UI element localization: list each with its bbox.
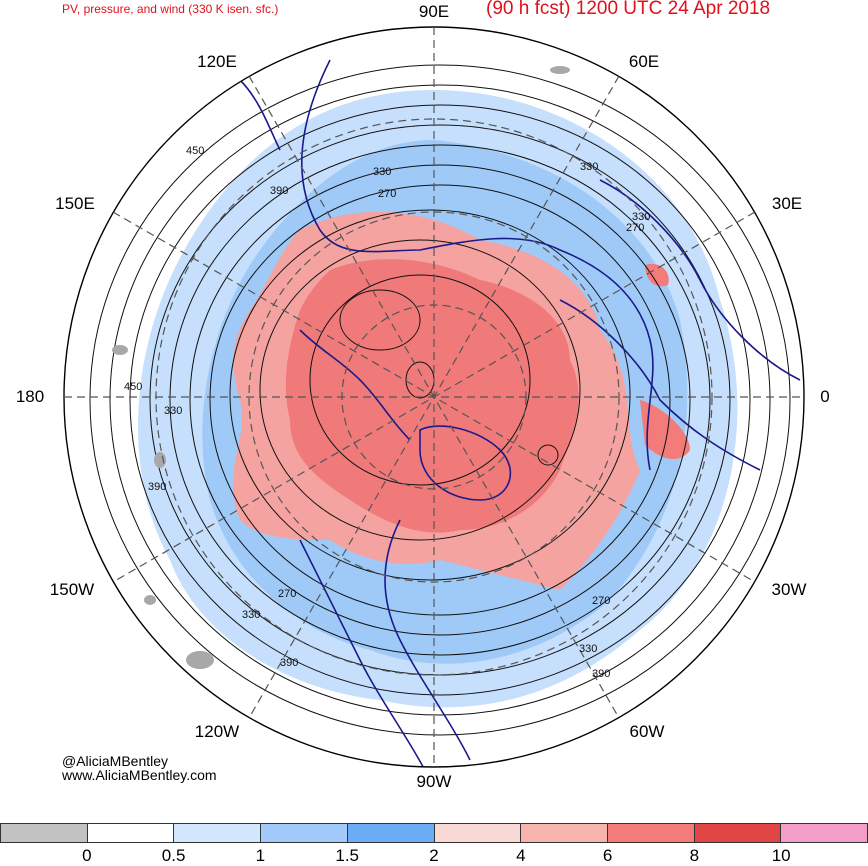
- lon-label-90w: 90W: [416, 772, 452, 791]
- contour-label: 330: [579, 643, 597, 655]
- credit-site: www.AliciaMBentley.com: [62, 767, 217, 783]
- pv-gray-patches: [112, 66, 570, 669]
- contour-label: 330: [164, 405, 182, 417]
- colorbar-tick-label: 1: [255, 846, 266, 865]
- colorbar-tick-label: 6: [602, 846, 613, 865]
- colorbar-segment: [520, 823, 608, 843]
- colorbar-tick-label: 8: [689, 846, 700, 865]
- contour-label: 270: [378, 188, 396, 200]
- contour-labels: 450 330 270 390 330 450 330 390 270 330 …: [124, 145, 650, 680]
- polar-map: 450 330 270 390 330 450 330 390 270 330 …: [63, 26, 805, 768]
- contour-label: 390: [148, 481, 166, 493]
- credit-handle: @AliciaMBentley: [62, 753, 169, 769]
- colorbar-segment: [260, 823, 348, 843]
- chart-title-left: PV, pressure, and wind (330 K isen. sfc.…: [62, 2, 279, 16]
- colorbar-tick-label: 0: [82, 846, 92, 865]
- lon-label-0: 0: [820, 387, 830, 406]
- contour-label: 450: [124, 381, 142, 393]
- contour-label: 450: [186, 145, 204, 157]
- lon-label-120w: 120W: [194, 722, 240, 741]
- colorbar-segment: [173, 823, 262, 843]
- lon-label-60e: 60E: [628, 52, 660, 71]
- colorbar-segment: [693, 823, 782, 843]
- pv-red-small-east: [640, 400, 690, 460]
- colorbar: [0, 823, 868, 843]
- height-contours: [89, 64, 791, 736]
- lon-label-90e: 90E: [418, 2, 450, 21]
- contour-label: 330: [373, 166, 391, 178]
- colorbar-tick-label: 0.5: [161, 846, 186, 865]
- lon-label-150e: 150E: [55, 194, 95, 213]
- coastlines: [239, 59, 801, 767]
- graticule: [64, 27, 804, 767]
- contour-label: 270: [278, 588, 296, 600]
- pv-red-small-ne: [645, 263, 669, 287]
- colorbar-segment: [780, 823, 868, 843]
- lon-label-60w: 60W: [629, 722, 665, 741]
- contour-label: 270: [626, 222, 644, 234]
- lon-label-180: 180: [15, 387, 45, 406]
- contour-label: 390: [280, 657, 298, 669]
- contour-label: 330: [242, 609, 260, 621]
- colorbar-tick-label: 1.5: [335, 846, 360, 865]
- colorbar-segment: [86, 823, 175, 843]
- colorbar-tick-label: 4: [516, 846, 526, 865]
- contour-label: 330: [632, 211, 650, 223]
- colorbar-tick-label: 10: [771, 846, 791, 865]
- contour-label: 390: [270, 185, 288, 197]
- colorbar-segment: [433, 823, 522, 843]
- chart-title-right: (90 h fcst) 1200 UTC 24 Apr 2018: [486, 0, 771, 19]
- colorbar-segment: [0, 823, 88, 843]
- contour-label: 330: [580, 161, 598, 173]
- colorbar-segment: [606, 823, 695, 843]
- contour-label: 270: [592, 595, 610, 607]
- colorbar-tick-label: 2: [429, 846, 439, 865]
- lon-label-150w: 150W: [49, 580, 95, 599]
- lon-label-30w: 30W: [771, 580, 807, 599]
- colorbar-segment: [346, 823, 435, 843]
- lon-label-120e: 120E: [197, 52, 237, 71]
- contour-label: 390: [592, 668, 610, 680]
- lon-label-30e: 30E: [771, 194, 803, 213]
